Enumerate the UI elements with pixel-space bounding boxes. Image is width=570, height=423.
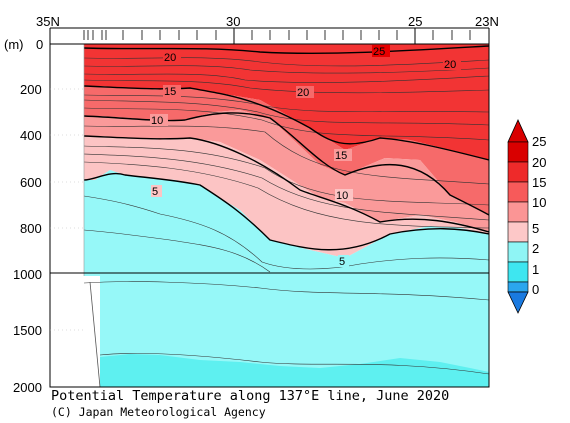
colorbar-seg-0	[507, 281, 529, 293]
band-20-25	[84, 44, 489, 160]
plot-frame	[49, 43, 490, 388]
contour-label-10b: 10	[336, 190, 348, 202]
contour-25	[84, 45, 489, 55]
colorbar-label-1: 1	[532, 262, 539, 277]
band-5-10	[84, 136, 489, 258]
x-tick-25: 25	[408, 14, 422, 29]
colorbar-seg-25	[507, 141, 529, 163]
y-tick-2000: 2000	[13, 380, 42, 395]
colorbar-cap-top	[507, 119, 529, 143]
lower-section	[100, 273, 489, 387]
colorbar-label-0: 0	[532, 282, 539, 297]
contour-label-15a: 15	[164, 86, 176, 98]
contour-15	[84, 112, 489, 216]
contour-5	[84, 172, 489, 251]
band-15-20	[84, 86, 489, 215]
y-tick-0: 0	[36, 37, 43, 52]
y-tick-600: 600	[20, 175, 42, 190]
contour-label-15b: 15	[335, 150, 347, 162]
contour-20	[84, 85, 489, 161]
colorbar-seg-10	[507, 201, 529, 223]
x-tick-35N: 35N	[36, 14, 60, 29]
lower-left-boundary	[89, 281, 101, 388]
y-tick-200: 200	[20, 82, 42, 97]
colorbar-label-20: 20	[532, 155, 546, 170]
band-10-15	[84, 110, 489, 232]
contour-10	[84, 135, 489, 233]
band-1-2-lower	[100, 354, 489, 387]
contour-label-group: 20 25 20 15 20 10 15 5 10 5	[150, 45, 461, 268]
thick-contours	[84, 45, 489, 251]
contour-label-5b: 5	[339, 256, 345, 268]
contour-label-20b: 20	[444, 59, 456, 71]
colorbar-label-10: 10	[532, 195, 546, 210]
x-tick-30: 30	[226, 14, 240, 29]
station-ticks	[83, 30, 471, 40]
x-tick-23N: 23N	[475, 14, 499, 29]
contour-label-25: 25	[373, 46, 385, 58]
colorbar-seg-15	[507, 181, 529, 203]
chart-credit: (C) Japan Meteorological Agency	[51, 405, 266, 419]
colorbar-label-5: 5	[532, 221, 539, 236]
y-gridlines	[50, 88, 84, 331]
y-tick-800: 800	[20, 221, 42, 236]
colorbar-seg-5	[507, 221, 529, 243]
contour-label-20a: 20	[164, 52, 176, 64]
chart-title: Potential Temperature along 137°E line, …	[51, 388, 450, 404]
y-unit-label: (m)	[4, 37, 24, 52]
colorbar-cap-bottom	[507, 291, 529, 314]
colorbar-seg-1	[507, 261, 529, 283]
contour-label-5a: 5	[152, 186, 158, 198]
colorbar-seg-20	[507, 161, 529, 183]
y-tick-1000: 1000	[13, 267, 42, 282]
y-tick-400: 400	[20, 128, 42, 143]
colorbar: 25 20 15 10 5 2 1 0	[507, 119, 546, 314]
filled-contours	[84, 44, 489, 300]
colorbar-seg-2	[507, 241, 529, 263]
x-axis-ticks	[49, 27, 490, 44]
thin-contours	[84, 57, 489, 375]
colorbar-label-2: 2	[532, 241, 539, 256]
y-tick-1500: 1500	[13, 323, 42, 338]
band-2-5	[84, 170, 489, 300]
contour-label-20c: 20	[297, 87, 309, 99]
colorbar-label-25: 25	[532, 134, 546, 149]
contour-label-10a: 10	[151, 115, 163, 127]
colorbar-label-15: 15	[532, 175, 546, 190]
